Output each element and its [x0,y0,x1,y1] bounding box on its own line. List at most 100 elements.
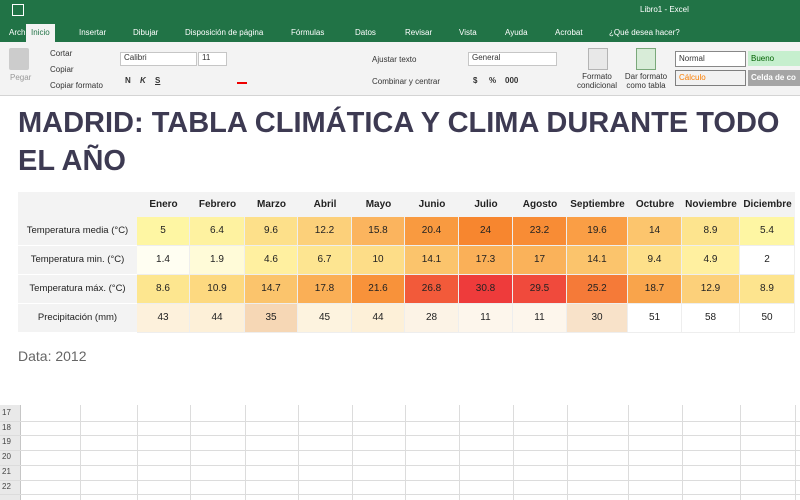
row-label: Precipitación (mm) [18,304,137,333]
table-cell: 25.2 [567,275,628,304]
table-cell: 11 [459,304,513,333]
row-header-column [0,405,21,500]
paste-icon[interactable] [9,48,29,70]
table-cell: 8.9 [740,275,795,304]
row-number: 18 [2,422,11,432]
currency[interactable]: $ [473,76,478,85]
font-size[interactable]: 11 [198,52,227,66]
table-cell: 28 [405,304,459,333]
italic[interactable]: K [140,76,146,85]
table-cell: 6.4 [190,217,245,246]
table-cell: 12.2 [298,217,352,246]
format-painter[interactable]: Copiar formato [50,81,103,90]
column-header: Febrero [198,199,237,210]
table-cell: 29.5 [513,275,567,304]
column-header: Enero [149,199,178,210]
style-calc[interactable]: Cálculo [675,70,746,86]
tab[interactable]: Archivo [9,28,36,37]
format-as-table[interactable]: Dar formato como tabla [624,72,668,90]
font-name[interactable]: Calibri [120,52,197,66]
bold[interactable]: N [125,76,131,85]
grid-col-line [682,405,683,500]
row-number: 17 [2,408,11,417]
underline[interactable]: S [155,76,161,85]
wrap-text[interactable]: Ajustar texto [372,55,417,64]
table-cell: 4.9 [682,246,740,275]
table-cell: 35 [245,304,298,333]
table-cell: 9.4 [628,246,682,275]
table-cell: 17.8 [298,275,352,304]
sheet-title: MADRID: TABLA CLIMÁTICA Y CLIMA DURANTE … [18,107,780,177]
font-color[interactable] [237,82,247,84]
table-cell: 23.2 [513,217,567,246]
tab[interactable]: Vista [459,28,477,37]
tab[interactable]: Disposición de página [185,28,264,37]
tab[interactable]: Datos [355,28,376,37]
tab[interactable]: Ayuda [505,28,528,37]
thousands[interactable]: 000 [505,76,519,85]
grid-col-line [740,405,741,500]
ribbon [0,42,800,96]
column-header: Agosto [522,199,558,210]
table-icon[interactable] [636,48,656,70]
grid-row-line [0,494,800,496]
column-header: Diciembre [743,199,792,210]
conditional-format[interactable]: Formato condicional [576,72,618,90]
table-header-bg [18,192,795,217]
column-header: Abril [313,199,337,210]
tab[interactable]: ¿Qué desea hacer? [609,28,680,37]
column-header: Mayo [365,199,392,210]
table-cell: 21.6 [352,275,405,304]
style-normal[interactable]: Normal [675,51,746,67]
table-cell: 14.1 [567,246,628,275]
percent[interactable]: % [489,76,497,85]
tab[interactable]: Insertar [79,28,107,37]
grid-col-line [190,405,191,500]
table-cell: 8.6 [137,275,190,304]
table-cell: 9.6 [245,217,298,246]
tab[interactable]: Revisar [405,28,433,37]
style-good[interactable]: Bueno [748,51,800,66]
grid-col-line [80,405,81,500]
number-format[interactable]: General [468,52,557,66]
tab[interactable]: Acrobat [555,28,583,37]
table-cell: 8.9 [682,217,740,246]
tab[interactable]: Fórmulas [291,28,325,37]
row-number: 19 [2,437,11,447]
save-icon[interactable] [12,4,24,16]
grid-col-line [459,405,460,500]
table-cell: 20.4 [405,217,459,246]
row-number: 21 [2,466,11,476]
paste[interactable]: Pegar [10,73,32,82]
table-cell: 1.9 [190,246,245,275]
grid-col-line [795,405,796,500]
grid-col-line [352,405,353,500]
grid-row-line [0,479,800,481]
row-label: Temperatura máx. (°C) [18,275,137,304]
conditional-icon[interactable] [588,48,608,70]
grid-col-line [137,405,138,500]
tab[interactable]: Inicio [26,24,55,42]
table-cell: 50 [740,304,795,333]
table-cell: 2 [740,246,795,275]
copy[interactable]: Copiar [50,65,74,74]
grid-col-line [513,405,514,500]
row-number: 22 [2,481,11,491]
table-cell: 45 [298,304,352,333]
table-cell: 1.4 [137,246,190,275]
table-cell: 30.8 [459,275,513,304]
table-cell: 26.8 [405,275,459,304]
table-cell: 11 [513,304,567,333]
style-check[interactable]: Celda de co [748,70,800,86]
tab[interactable]: Dibujar [133,28,159,37]
window-title: Libro1 - Excel [640,5,689,14]
table-cell: 15.8 [352,217,405,246]
table-cell: 10.9 [190,275,245,304]
merge-center[interactable]: Combinar y centrar [372,77,441,86]
table-cell: 17.3 [459,246,513,275]
row-label: Temperatura media (°C) [18,217,137,246]
table-cell: 18.7 [628,275,682,304]
cut[interactable]: Cortar [50,49,73,58]
table-cell: 19.6 [567,217,628,246]
